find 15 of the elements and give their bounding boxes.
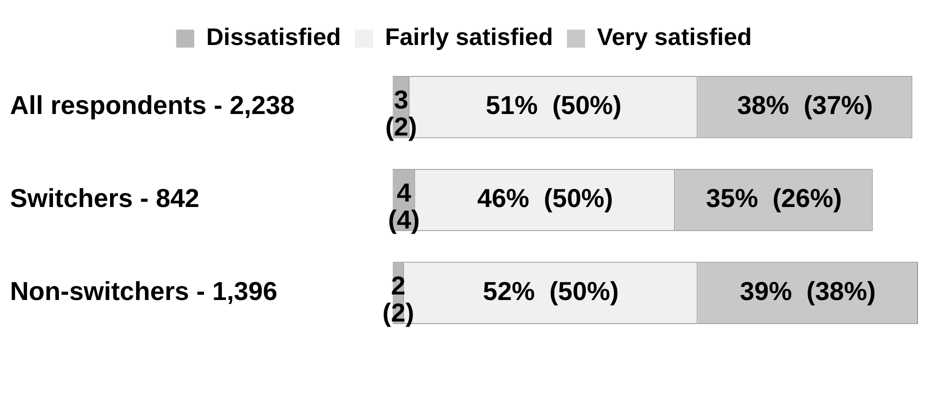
data-label: 35% (26%) [706, 183, 842, 214]
legend-label: Very satisfied [597, 24, 752, 52]
y-tick-label: Switchers - 842 [10, 183, 200, 214]
legend-label: Fairly satisfied [384, 24, 554, 52]
data-label: 38% (37%) [737, 90, 873, 120]
data-label: 2 (2) [382, 270, 414, 328]
y-tick-label: Non-switchers - 1,396 [10, 276, 278, 306]
y-tick-label: All respondents - 2,238 [10, 90, 295, 120]
data-label: 52% (50%) [482, 276, 619, 306]
data-label: 4 (4) [388, 178, 420, 235]
data-label: 46% (50%) [477, 183, 614, 214]
data-label: 3 (2) [385, 84, 418, 142]
data-label: 39% (38%) [740, 276, 876, 306]
data-label: 51% (50%) [486, 90, 622, 120]
legend-label: Dissatisfied [206, 24, 341, 52]
